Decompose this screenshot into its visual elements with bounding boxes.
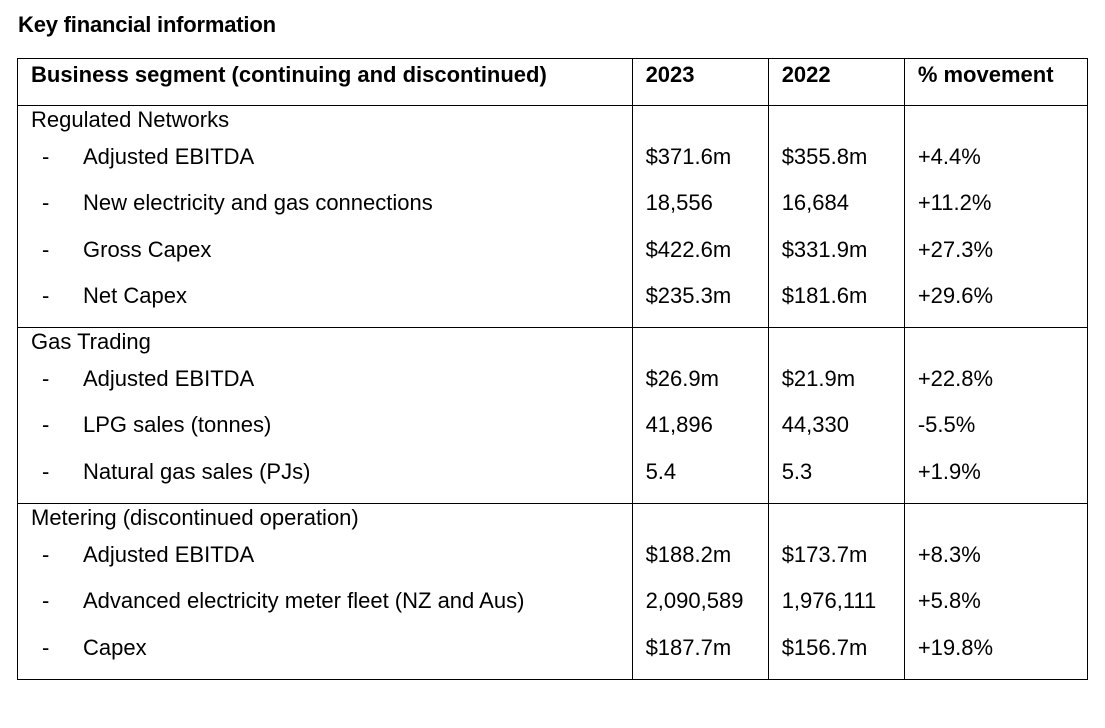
value-2023: $188.2m [645,542,732,568]
segment-movement-values: +8.3% +5.8% +19.8% [903,503,1089,680]
header-segment-label: Business segment (continuing and discont… [31,62,547,87]
table-row-label: - Gross Capex [18,227,632,273]
value-2023: $235.3m [645,282,732,308]
metric-label: Natural gas sales (PJs) [83,458,311,484]
value-2023: $187.7m [645,634,732,660]
segment-title: Gas Trading [31,329,151,355]
bullet-dash: - [42,412,50,438]
metric-label: Adjusted EBITDA [83,542,255,568]
page-title: Key financial information [18,12,276,37]
value-movement: +11.2% [917,190,992,216]
segment-metering: Metering (discontinued operation) - Adjus… [17,503,1089,680]
value-2022: $355.8m [781,144,868,169]
metric-label: LPG sales (tonnes) [83,412,272,438]
key-financial-table: Business segment (continuing and discont… [17,58,1089,680]
metric-label: Adjusted EBITDA [83,366,255,392]
bullet-dash: - [42,144,50,169]
value-2022: $173.7m [781,542,868,568]
value-movement: +27.3% [917,236,994,262]
table-row-label: - LPG sales (tonnes) [18,402,632,448]
header-2022: 2022 [767,58,905,106]
header-row: Business segment (continuing and discont… [17,58,1089,106]
metric-label: Net Capex [83,282,187,308]
segment-2022-values: $173.7m 1,976,111 $156.7m [767,503,905,680]
segment-2022-values: $21.9m 44,330 5.3 [767,327,905,505]
segment-regulated-networks: Regulated Networks - Adjusted EBITDA - New… [17,104,1089,329]
segment-movement-values: +22.8% -5.5% +1.9% [903,327,1089,505]
table-row-label: - Natural gas sales (PJs) [18,449,632,495]
header-segment: Business segment (continuing and discont… [17,58,633,106]
bullet-dash: - [42,458,50,484]
bullet-dash: - [42,366,50,392]
value-2022: $331.9m [781,236,868,262]
value-movement: +29.6% [917,282,994,308]
segment-labels: Regulated Networks - Adjusted EBITDA - New… [17,104,633,329]
segment-title: Metering (discontinued operation) [31,505,359,531]
metric-label: Advanced electricity meter fleet (NZ and… [83,588,525,614]
header-movement-label: % movement [917,62,1054,87]
value-2023: $422.6m [645,236,732,262]
header-movement: % movement [903,58,1089,106]
value-2023: $371.6m [645,144,732,169]
segment-movement-values: +4.4% +11.2% +27.3% +29.6% [903,104,1089,329]
value-2023: 5.4 [645,458,677,484]
value-2022: $21.9m [781,366,856,392]
value-2022: $156.7m [781,634,868,660]
bullet-dash: - [42,634,50,660]
table-row-label: - Adjusted EBITDA [18,356,632,402]
table-row-label: - Capex [18,625,632,671]
header-2023-label: 2023 [645,62,695,87]
value-2023: 41,896 [645,412,713,438]
value-2023: $26.9m [645,366,719,392]
table-row-label: - Adjusted EBITDA [18,134,632,180]
metric-label: Gross Capex [83,236,212,262]
header-2023: 2023 [631,58,769,106]
table-row-label: - Adjusted EBITDA [18,532,632,578]
table-row-label: - Net Capex [18,273,632,319]
value-movement: +22.8% [917,366,994,392]
bullet-dash: - [42,542,50,568]
value-movement: +5.8% [917,588,981,614]
header-2022-label: 2022 [781,62,831,87]
value-movement: -5.5% [917,412,976,438]
segment-2023-values: $188.2m 2,090,589 $187.7m [631,503,769,680]
bullet-dash: - [42,236,50,262]
bullet-dash: - [42,282,50,308]
segment-labels: Metering (discontinued operation) - Adjus… [17,503,633,680]
value-2022: $181.6m [781,282,868,308]
value-movement: +19.8% [917,634,994,660]
table-row-label: - Advanced electricity meter fleet (NZ an… [18,578,632,624]
value-2022: 5.3 [781,458,813,484]
segment-2023-values: $371.6m 18,556 $422.6m $235.3m [631,104,769,329]
bullet-dash: - [42,190,50,216]
metric-label: Adjusted EBITDA [83,144,255,169]
value-movement: +8.3% [917,542,981,568]
value-2023: 18,556 [645,190,713,216]
segment-2023-values: $26.9m 41,896 5.4 [631,327,769,505]
value-movement: +4.4% [917,144,981,169]
metric-label: Capex [83,634,147,660]
table-row-label: - New electricity and gas connections [18,180,632,226]
segment-gas-trading: Gas Trading - Adjusted EBITDA - LPG sales … [17,327,1089,505]
value-2022: 44,330 [781,412,849,438]
value-2022: 1,976,111 [781,588,877,614]
value-movement: +1.9% [917,458,981,484]
segment-2022-values: $355.8m 16,684 $331.9m $181.6m [767,104,905,329]
value-2023: 2,090,589 [645,588,744,614]
segment-title: Regulated Networks [31,107,230,132]
segment-labels: Gas Trading - Adjusted EBITDA - LPG sales … [17,327,633,505]
metric-label: New electricity and gas connections [83,190,433,216]
value-2022: 16,684 [781,190,849,216]
bullet-dash: - [42,588,50,614]
